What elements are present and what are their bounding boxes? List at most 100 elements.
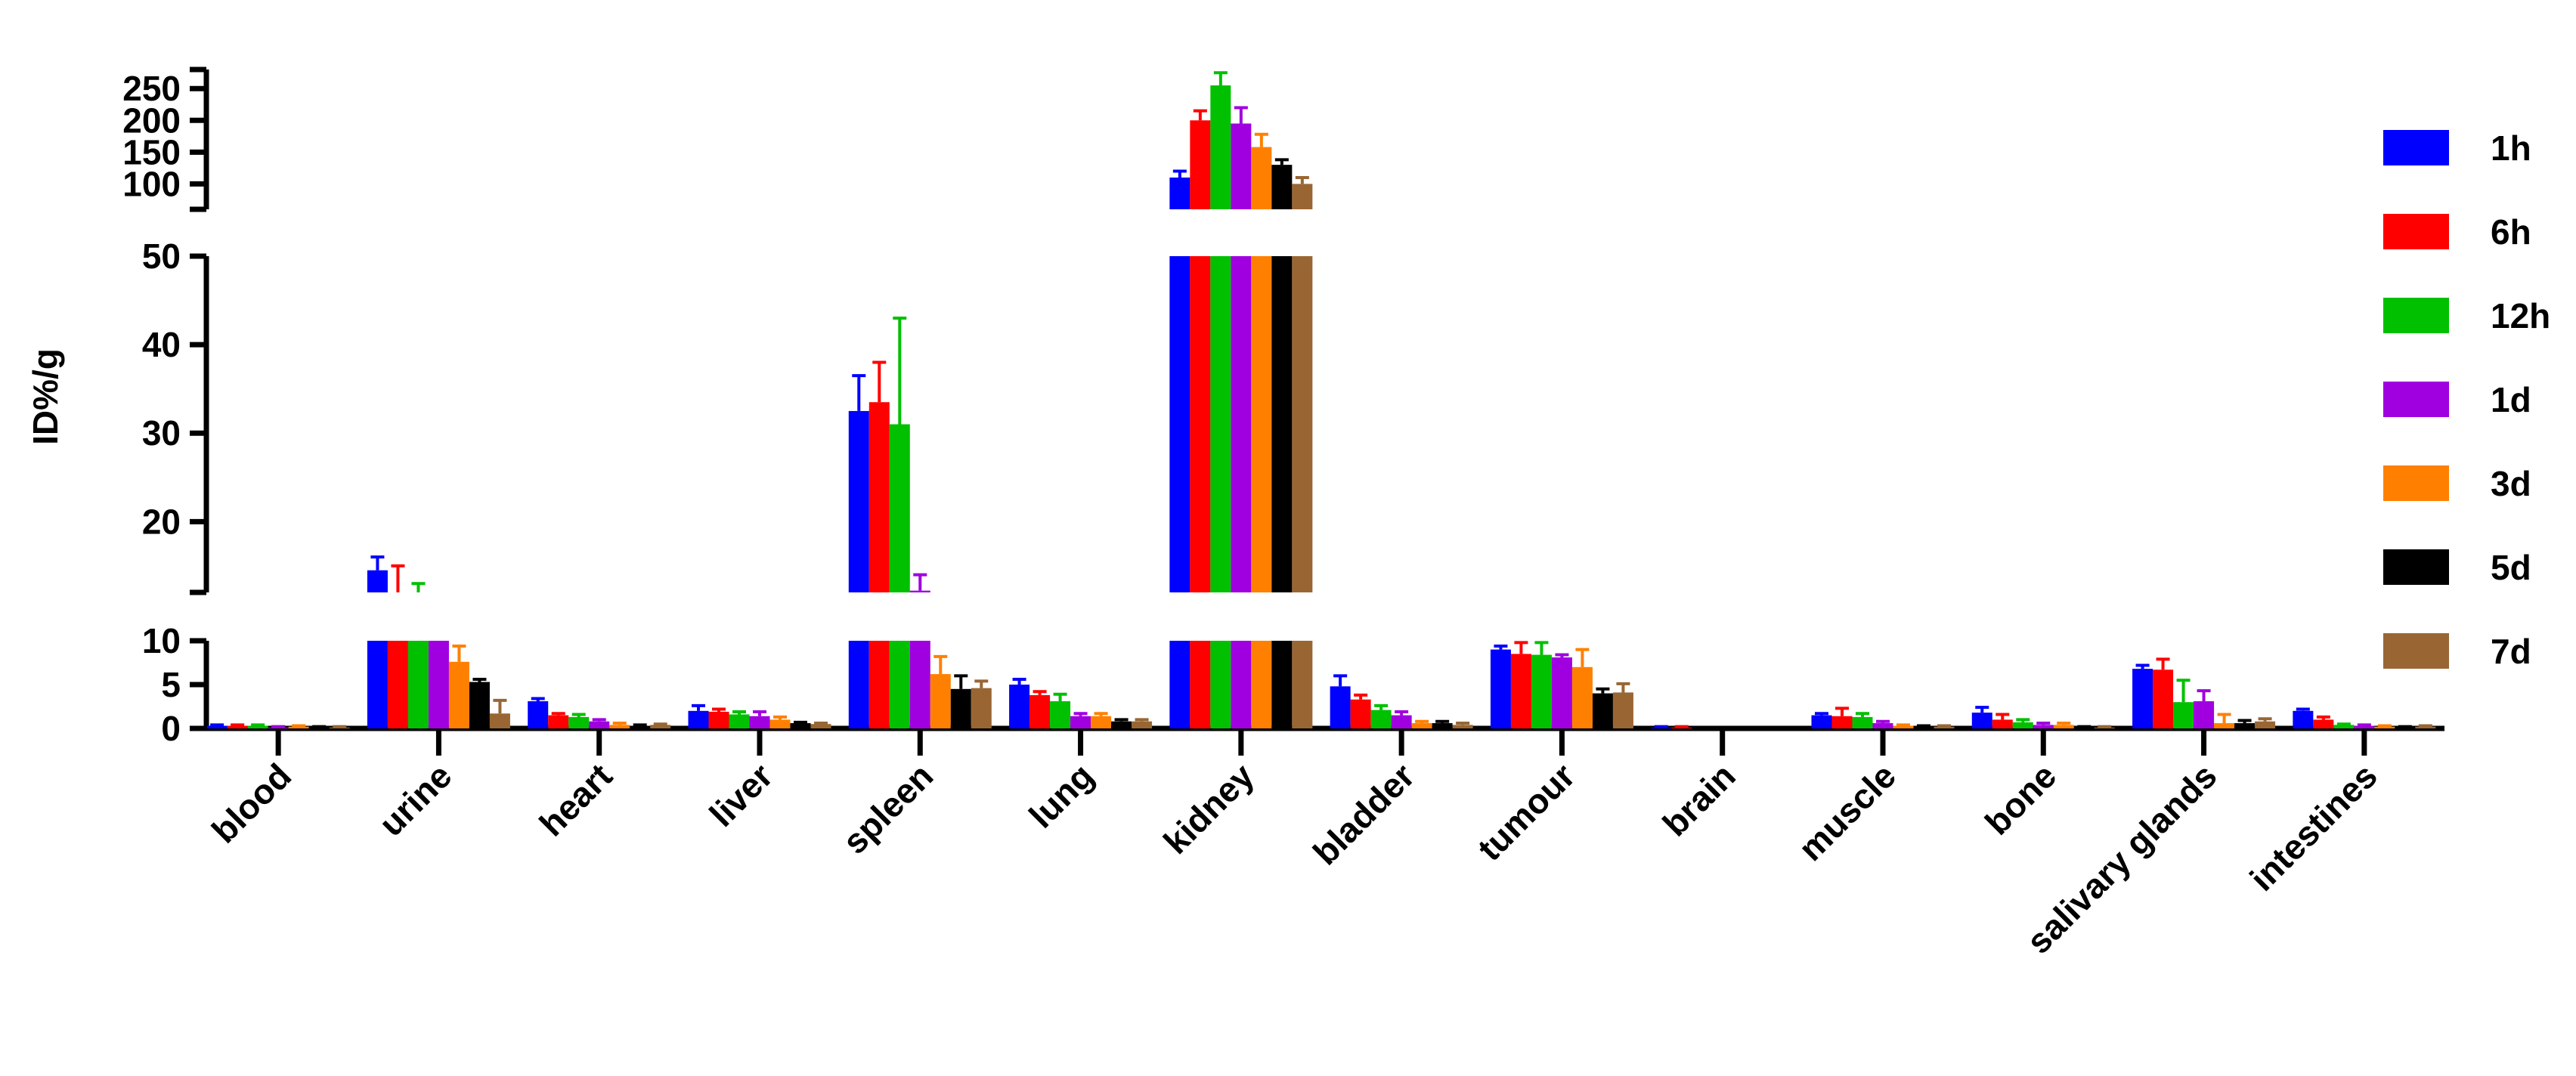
x-tick-label: heart xyxy=(531,756,619,843)
bar xyxy=(1190,256,1211,592)
bar xyxy=(247,725,268,728)
bar xyxy=(568,716,590,728)
bar xyxy=(1169,641,1190,728)
bar xyxy=(1251,147,1272,209)
bar xyxy=(367,641,388,728)
bar xyxy=(1292,641,1313,728)
y-tick-label: 100 xyxy=(122,164,181,203)
legend-label: 7d xyxy=(2491,632,2531,671)
bar xyxy=(1169,177,1190,209)
bar xyxy=(2012,722,2033,728)
bar xyxy=(1169,256,1190,592)
legend-label: 1d xyxy=(2491,380,2531,419)
bar xyxy=(2173,702,2194,728)
bar xyxy=(1831,716,1853,728)
bar xyxy=(749,716,770,728)
bar xyxy=(1811,715,1832,728)
bar xyxy=(889,641,910,728)
x-tick-label: muscle xyxy=(1791,756,1903,868)
y-axis-label: ID%/g xyxy=(26,348,65,445)
bar xyxy=(708,711,729,728)
bar xyxy=(1029,694,1051,728)
legend-label: 12h xyxy=(2491,296,2550,335)
bar xyxy=(1132,721,1153,728)
legend-swatch xyxy=(2383,298,2449,333)
legend-label: 1h xyxy=(2491,128,2531,168)
bar xyxy=(1893,725,1914,728)
bar xyxy=(2033,725,2054,728)
bar xyxy=(548,715,569,728)
bar xyxy=(769,719,791,728)
x-tick-label: lung xyxy=(1021,756,1101,835)
bar xyxy=(609,725,630,728)
bar xyxy=(1210,641,1231,728)
bar xyxy=(589,721,610,728)
bar xyxy=(868,402,890,592)
bar xyxy=(1852,716,1873,728)
bar xyxy=(367,570,388,592)
bar xyxy=(1231,641,1252,728)
bar xyxy=(1531,654,1552,728)
bar xyxy=(2313,719,2334,728)
bar xyxy=(2255,721,2276,728)
bar xyxy=(1210,256,1231,592)
bar xyxy=(1271,256,1293,592)
bar xyxy=(848,410,869,592)
legend-swatch xyxy=(2383,130,2449,165)
y-tick-label: 50 xyxy=(142,237,181,276)
bar xyxy=(387,641,408,728)
bar xyxy=(2354,725,2375,728)
bar xyxy=(206,725,228,728)
bar xyxy=(1510,654,1531,728)
bar xyxy=(1551,657,1572,728)
legend-swatch xyxy=(2383,465,2449,501)
bar xyxy=(1391,715,1412,728)
legend-swatch xyxy=(2383,633,2449,669)
bar xyxy=(2415,726,2436,728)
bar xyxy=(1913,726,1934,728)
bar xyxy=(2214,723,2235,728)
bar xyxy=(2293,710,2314,728)
bar xyxy=(469,682,490,728)
bar xyxy=(1251,641,1272,728)
bar xyxy=(971,688,992,728)
y-tick-label: 150 xyxy=(122,132,181,172)
bar xyxy=(868,641,890,728)
x-tick-label: liver xyxy=(701,756,780,834)
bar xyxy=(1490,649,1511,728)
bar xyxy=(2053,725,2074,728)
y-tick-label: 0 xyxy=(161,709,181,748)
bar xyxy=(1992,719,2013,728)
x-tick-label: spleen xyxy=(835,756,941,861)
bar xyxy=(889,424,910,592)
bar xyxy=(630,725,651,728)
bar xyxy=(1050,701,1071,728)
y-tick-label: 10 xyxy=(142,621,181,660)
bar xyxy=(2234,723,2256,728)
legend-swatch xyxy=(2383,382,2449,417)
bar xyxy=(2132,669,2153,728)
bar xyxy=(1231,256,1252,592)
legend-label: 3d xyxy=(2491,464,2531,503)
legend-label: 6h xyxy=(2491,212,2531,252)
bar xyxy=(810,724,831,728)
bar xyxy=(428,641,449,728)
bar xyxy=(407,641,429,728)
bar xyxy=(1231,123,1252,209)
bar xyxy=(1934,726,1955,728)
bar xyxy=(2374,726,2395,728)
bar xyxy=(448,661,469,728)
bar xyxy=(227,725,248,728)
bar xyxy=(930,674,951,728)
bar xyxy=(2153,669,2174,728)
bar xyxy=(688,710,709,728)
bar xyxy=(909,641,930,728)
bar xyxy=(1571,666,1593,728)
bar xyxy=(1612,692,1633,728)
bar xyxy=(1009,685,1030,728)
y-tick-label: 5 xyxy=(161,665,181,704)
bar xyxy=(909,590,930,592)
bar xyxy=(2194,701,2215,728)
